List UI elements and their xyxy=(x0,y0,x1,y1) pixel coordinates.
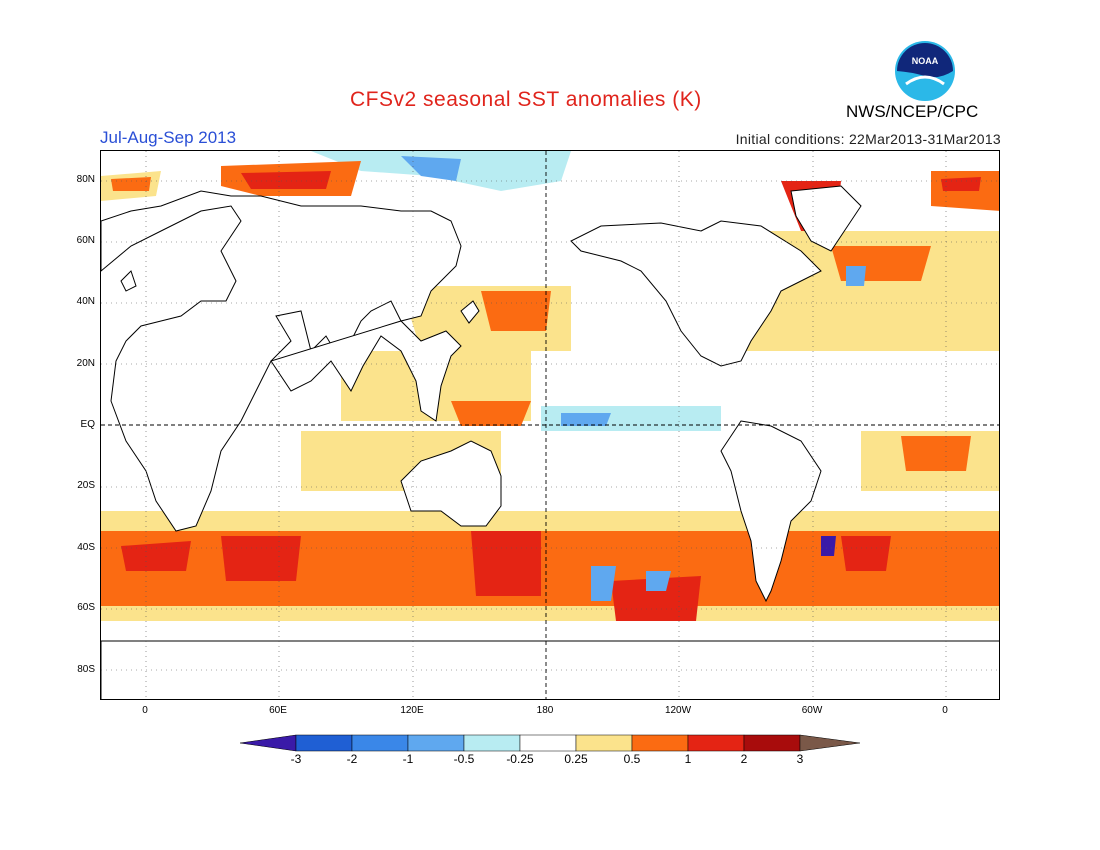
lat-label: 40N xyxy=(76,296,95,307)
n-atlantic-blue xyxy=(846,266,866,286)
southern-ocean-red-5 xyxy=(841,536,891,571)
lat-label: 60N xyxy=(76,235,95,246)
colorbar-label: 0.5 xyxy=(623,752,641,766)
southern-ocean-blue-2 xyxy=(821,536,836,556)
colorbar-label: -0.5 xyxy=(453,752,475,766)
lon-label: 0 xyxy=(942,705,948,716)
nordic-positive-left-core xyxy=(111,177,151,191)
southern-ocean-red-2 xyxy=(221,536,301,581)
colorbar xyxy=(240,734,860,752)
colorbar-label: 1 xyxy=(684,752,692,766)
lat-label: 60S xyxy=(77,602,95,613)
svg-text:NOAA: NOAA xyxy=(912,56,939,66)
lon-label: 120W xyxy=(664,705,692,716)
colorbar-label: -3 xyxy=(290,752,302,766)
lon-label: 60E xyxy=(269,705,287,716)
lon-label: 180 xyxy=(536,705,554,716)
trop-pacific-orange xyxy=(451,401,531,426)
sst-anomaly-map xyxy=(100,150,1000,700)
colorbar-label: -0.25 xyxy=(506,752,534,766)
lon-label: 60W xyxy=(801,705,823,716)
nordic-positive-right-core xyxy=(941,177,981,191)
lat-label: 20N xyxy=(76,358,95,369)
season-label: Jul-Aug-Sep 2013 xyxy=(100,128,237,147)
uk xyxy=(120,270,137,292)
lat-label: EQ xyxy=(80,419,95,430)
s-atlantic-orange xyxy=(901,436,971,471)
antarctica xyxy=(101,640,999,699)
initial-conditions-label: Initial conditions: 22Mar2013-31Mar2013 xyxy=(735,131,1001,147)
n-pacific-orange xyxy=(481,291,551,331)
colorbar-label: 2 xyxy=(740,752,748,766)
colorbar-label: 3 xyxy=(796,752,804,766)
barents-strong xyxy=(241,171,331,189)
arabia-india xyxy=(270,320,462,422)
lat-label: 40S xyxy=(77,542,95,553)
colorbar-max-triangle xyxy=(799,734,860,752)
lat-label: 80S xyxy=(77,664,95,675)
lon-label: 120E xyxy=(400,705,424,716)
colorbar-label: -1 xyxy=(402,752,414,766)
noaa-logo: NOAA xyxy=(895,41,955,101)
southern-ocean-red-1 xyxy=(121,541,191,571)
agency-label: NWS/NCEP/CPC xyxy=(846,102,979,121)
coastlines xyxy=(101,185,999,699)
colorbar-min-triangle xyxy=(240,734,297,752)
southern-ocean-blue-3 xyxy=(646,571,671,591)
arctic-negative-core xyxy=(401,156,461,181)
colorbar-label: 0.25 xyxy=(564,752,588,766)
colorbar-label: -2 xyxy=(346,752,358,766)
lat-label: 20S xyxy=(77,480,95,491)
southern-ocean-red-3 xyxy=(471,531,541,596)
equator-dateline xyxy=(101,151,999,699)
south-america xyxy=(720,420,822,603)
lon-label: 0 xyxy=(142,705,148,716)
southern-ocean-blue-1 xyxy=(591,566,616,601)
grid-lines xyxy=(101,151,999,699)
australia xyxy=(400,440,502,527)
greenland xyxy=(790,185,862,252)
map-title: CFSv2 seasonal SST anomalies (K) xyxy=(350,88,702,111)
equatorial-pacific-negative-core xyxy=(561,413,611,426)
lat-label: 80N xyxy=(76,174,95,185)
japan xyxy=(460,300,480,324)
southern-ocean-red-4 xyxy=(611,576,701,621)
europe-africa-coast xyxy=(101,190,462,532)
north-america xyxy=(570,220,822,367)
